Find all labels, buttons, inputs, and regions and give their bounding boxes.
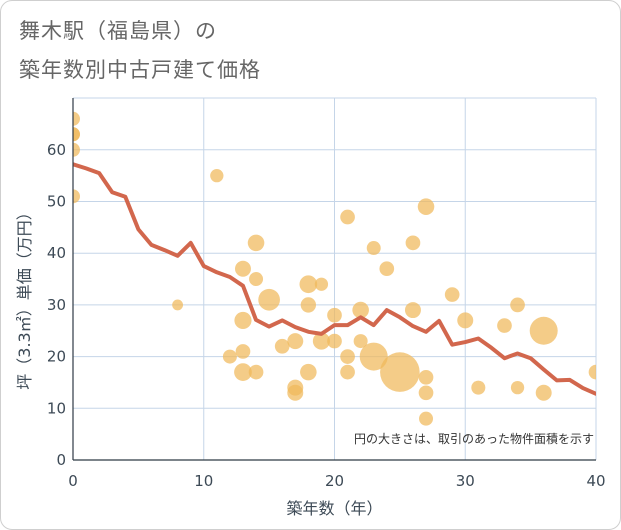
bubble-size-note: 円の大きさは、取引のあった物件面積を示す (354, 431, 594, 446)
y-tick-label: 20 (47, 348, 66, 366)
data-bubble (340, 209, 355, 225)
data-bubble (327, 307, 342, 323)
y-tick-label: 60 (47, 141, 66, 159)
average-line-layer (73, 162, 596, 396)
data-bubble (417, 198, 435, 215)
data-bubble (274, 338, 290, 354)
data-bubble (287, 333, 304, 350)
data-bubble (359, 342, 388, 371)
data-bubble (510, 380, 525, 395)
data-bubble (258, 288, 280, 311)
data-bubble (340, 349, 355, 364)
data-bubble (234, 260, 251, 277)
x-tick-label: 30 (456, 472, 475, 490)
data-bubble (444, 287, 460, 302)
data-bubble (535, 384, 552, 401)
data-bubble (312, 332, 330, 350)
data-bubble (247, 234, 265, 252)
x-tick-label: 0 (68, 472, 78, 490)
data-bubble (234, 363, 252, 381)
chart-title-line1: 舞木駅（福島県）の (19, 19, 217, 43)
data-bubble (287, 384, 304, 401)
data-bubble (366, 241, 381, 256)
data-bubble (471, 380, 486, 395)
y-tick-label: 50 (47, 193, 66, 211)
data-bubble (235, 344, 251, 359)
chart-title-line2: 築年数別中古戸建て価格 (19, 58, 261, 82)
x-axis-label: 築年数（年） (286, 499, 382, 518)
axes: 0 10 20 30 40 0 10 20 30 40 50 60 (47, 98, 606, 490)
y-tick-label: 10 (47, 399, 66, 417)
data-bubble (222, 349, 237, 364)
y-tick-label: 40 (47, 244, 66, 262)
data-bubble (510, 297, 525, 313)
data-bubble (418, 369, 434, 385)
y-tick-label: 30 (47, 296, 66, 314)
y-axis-label: 坪（3.3㎡）単価（万円） (15, 204, 34, 389)
data-bubble (73, 111, 80, 126)
data-bubble (497, 318, 512, 333)
y-tick-label: 0 (56, 451, 66, 469)
data-bubble (234, 311, 252, 329)
average-price-line (73, 162, 596, 396)
data-bubble (172, 299, 184, 311)
data-bubble (418, 385, 434, 401)
x-tick-label: 40 (586, 472, 605, 490)
data-bubble (419, 411, 434, 426)
data-bubble (73, 127, 80, 142)
data-bubble (380, 352, 420, 392)
data-bubble (457, 312, 474, 329)
data-bubble (529, 316, 558, 345)
data-bubble (73, 189, 80, 204)
data-bubble (588, 364, 596, 380)
data-bubble (249, 272, 264, 287)
x-tick-label: 10 (194, 472, 213, 490)
data-bubble (73, 142, 80, 157)
data-bubble (405, 235, 421, 251)
data-bubble (299, 275, 318, 294)
data-bubble (300, 297, 317, 313)
data-bubble (314, 277, 329, 291)
grid-lines (73, 97, 597, 460)
data-bubble (300, 363, 317, 381)
data-bubble (352, 301, 369, 319)
x-tick-label: 20 (325, 472, 344, 490)
data-bubble (248, 364, 264, 380)
data-bubble (353, 334, 368, 349)
data-bubble (327, 333, 342, 349)
data-bubble (340, 364, 355, 380)
data-bubble (379, 261, 395, 277)
data-bubble (404, 302, 421, 319)
bubble-layer (73, 111, 596, 426)
data-bubble (210, 169, 224, 183)
